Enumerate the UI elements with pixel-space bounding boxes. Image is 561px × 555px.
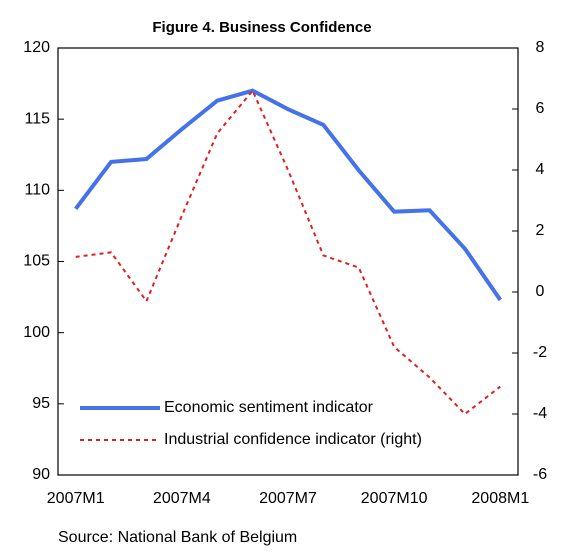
y2-tick-label: 0 [536,283,545,300]
y-tick-label: 115 [24,110,50,127]
x-tick-label: 2007M10 [361,490,428,507]
series-line [75,88,501,416]
x-tick-label: 2008M1 [471,490,529,507]
y-tick-label: 90 [32,466,50,483]
y2-tick-label: 4 [536,161,545,178]
y2-tick-label: 2 [536,222,545,239]
chart-title: Figure 4. Business Confidence [152,19,371,36]
y2-tick-label: -6 [533,466,547,483]
y-tick-label: 110 [24,182,50,199]
x-tick-label: 2007M7 [259,490,317,507]
y2-tick-label: -4 [533,405,547,422]
y2-tick-label: 8 [536,39,545,56]
y-tick-label: 95 [32,395,50,412]
legend-label: Economic sentiment indicator [164,399,374,416]
legend-label: Industrial confidence indicator (right) [164,431,422,448]
y2-tick-label: 6 [536,100,545,117]
source-note: Source: National Bank of Belgium [58,529,297,546]
x-tick-label: 2007M1 [47,490,105,507]
x-tick-label: 2007M4 [153,490,211,507]
y2-tick-label: -2 [533,344,547,361]
series-line [74,88,502,302]
y-tick-label: 120 [23,39,50,56]
y-tick-label: 105 [23,253,50,270]
y-tick-label: 100 [23,324,50,341]
